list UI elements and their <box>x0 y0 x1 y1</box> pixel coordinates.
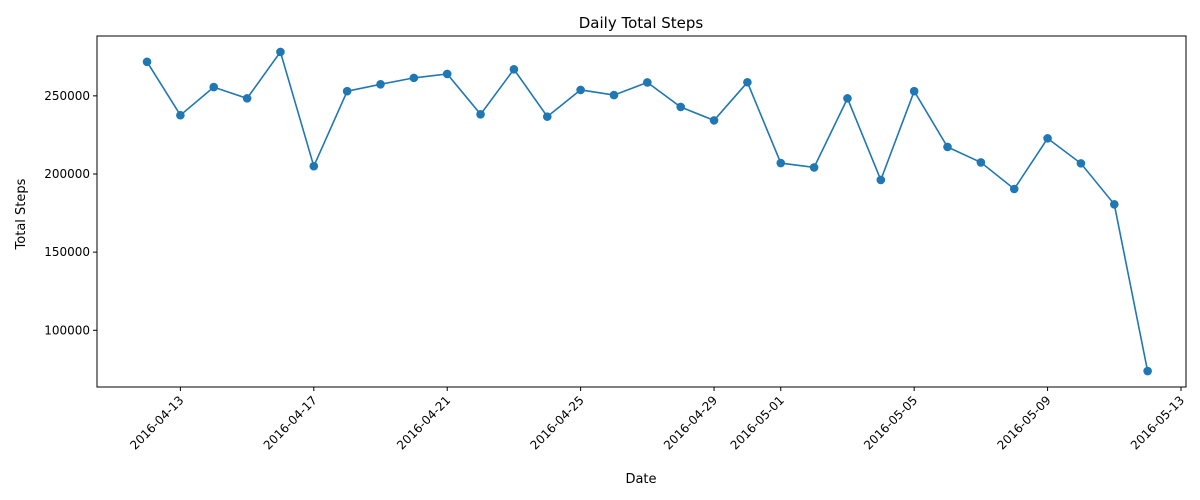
data-point <box>342 86 352 96</box>
data-point <box>276 47 285 57</box>
data-point <box>576 85 585 95</box>
data-point <box>943 142 952 152</box>
data-point <box>409 73 419 83</box>
data-point <box>876 175 886 185</box>
data-point <box>809 163 819 172</box>
plot-frame <box>96 35 1187 388</box>
data-point <box>909 86 919 96</box>
data-point <box>476 109 485 119</box>
data-point <box>142 57 152 67</box>
y-axis-title: Total Steps <box>14 178 29 250</box>
data-point <box>509 64 519 74</box>
data-point <box>1009 184 1019 194</box>
y-tick-label: 150000 <box>44 245 90 259</box>
data-point <box>309 161 319 171</box>
data-point <box>1043 134 1052 143</box>
plot-area <box>142 47 1152 376</box>
y-tick-label: 250000 <box>44 89 90 103</box>
y-axis: 100000 150000 200000 250000 <box>44 89 97 337</box>
data-point <box>209 82 219 92</box>
data-point <box>1076 159 1086 168</box>
data-point <box>1143 366 1152 376</box>
x-axis-title: Date <box>625 472 656 487</box>
data-point <box>176 110 185 120</box>
data-point <box>709 116 719 125</box>
data-point <box>743 77 752 87</box>
chart-title: Daily Total Steps <box>579 14 704 32</box>
data-point <box>1109 200 1119 209</box>
data-point <box>442 69 452 79</box>
data-point <box>242 94 252 103</box>
y-tick-label: 100000 <box>44 323 90 337</box>
data-point <box>376 79 385 89</box>
data-point <box>676 102 685 112</box>
data-point <box>976 158 986 167</box>
data-point <box>542 112 552 121</box>
data-point <box>609 90 619 100</box>
data-point <box>843 94 852 103</box>
data-point <box>776 158 786 168</box>
y-tick-label: 200000 <box>44 167 90 181</box>
data-point <box>643 78 652 87</box>
